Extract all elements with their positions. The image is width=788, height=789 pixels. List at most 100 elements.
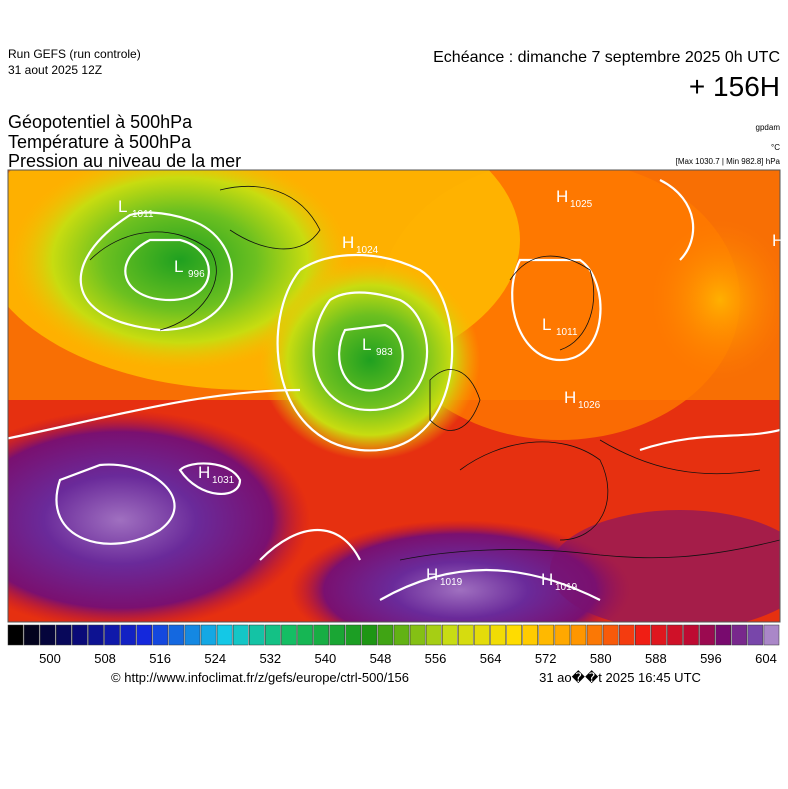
title-line: Température à 500hPa <box>8 132 192 152</box>
center-value: 1031 <box>212 475 235 486</box>
colorbar-label: 564 <box>480 651 502 666</box>
colorbar-cell <box>249 624 265 646</box>
colorbar-cell <box>120 624 136 646</box>
colorbar-cell <box>602 624 619 646</box>
colorbar-cell <box>651 624 667 646</box>
colorbar-cell <box>136 624 153 646</box>
colorbar-cell <box>56 624 72 646</box>
colorbar-cell <box>731 624 748 646</box>
title-line: Géopotentiel à 500hPa <box>8 112 193 132</box>
title-line: Pression au niveau de la mer <box>8 151 241 171</box>
center-letter: L <box>542 315 551 334</box>
colorbar-label: 596 <box>700 651 722 666</box>
colorbar-cell <box>152 624 169 646</box>
colorbar-cell <box>715 624 732 646</box>
colorbar-cell <box>345 624 362 646</box>
lead-time: + 156H <box>689 71 780 102</box>
colorbar-cell <box>39 624 56 646</box>
colorbar-cell <box>200 624 217 646</box>
colorbar-cell <box>184 624 201 646</box>
colorbar-cell <box>586 624 603 646</box>
colorbar: 500 508 516 524 532 540 548 556 564 572 580 588 596 6… <box>7 624 780 666</box>
colorbar-label: 516 <box>149 651 171 666</box>
colorbar-label: 508 <box>94 651 116 666</box>
unit-label: [Max 1030.7 | Min 982.8] hPa <box>676 157 781 166</box>
colorbar-cell <box>667 624 683 646</box>
center-letter: H <box>541 570 553 589</box>
center-letter: L <box>118 197 127 216</box>
unit-label: °C <box>771 143 780 152</box>
run-date: 31 aout 2025 12Z <box>8 63 102 77</box>
source-url: © http://www.infoclimat.fr/z/gefs/europe… <box>111 670 409 685</box>
colorbar-cell <box>281 624 297 646</box>
colorbar-cell <box>72 624 88 646</box>
center-value: 1011 <box>132 209 154 220</box>
colorbar-cell <box>409 624 426 646</box>
colorbar-label: 540 <box>315 651 337 666</box>
colorbar-cell <box>442 624 458 646</box>
colorbar-label: 548 <box>370 651 392 666</box>
center-letter: H <box>426 565 438 584</box>
colorbar-label: 500 <box>39 651 61 666</box>
colorbar-cell <box>393 624 410 646</box>
center-letter: H <box>342 233 354 252</box>
colorbar-cell <box>216 624 233 646</box>
run-label: Run GEFS (run controle) <box>8 47 141 61</box>
colorbar-cell <box>458 624 474 646</box>
colorbar-label: 572 <box>535 651 557 666</box>
colorbar-cell <box>538 624 555 646</box>
colorbar-cell <box>747 624 764 646</box>
colorbar-label: 588 <box>645 651 667 666</box>
colorbar-cell <box>474 624 490 646</box>
center-value: 1026 <box>578 400 601 411</box>
colorbar-cell <box>618 624 635 646</box>
colorbar-cell <box>361 624 378 646</box>
colorbar-cell <box>7 624 24 646</box>
map <box>8 170 780 622</box>
colorbar-cell <box>635 624 651 646</box>
colorbar-label: 556 <box>425 651 447 666</box>
colorbar-cell <box>168 624 185 646</box>
center-letter: H <box>556 187 568 206</box>
forecast-time: Echéance : dimanche 7 septembre 2025 0h … <box>433 49 780 66</box>
center-letter: H <box>564 388 576 407</box>
colorbar-cell <box>88 624 104 646</box>
colorbar-cell <box>490 624 506 646</box>
center-value: 996 <box>188 269 205 280</box>
center-value: 983 <box>376 347 393 358</box>
colorbar-label: 604 <box>755 651 777 666</box>
center-value: 1024 <box>356 245 379 256</box>
center-value: 1019 <box>555 582 578 593</box>
colorbar-cell <box>329 624 345 646</box>
colorbar-cell <box>232 624 249 646</box>
colorbar-cell <box>104 624 120 646</box>
center-value: 1011 <box>556 327 578 338</box>
center-letter: H <box>198 463 210 482</box>
colorbar-cell <box>377 624 394 646</box>
colorbar-cell <box>425 624 442 646</box>
center-letter: H <box>772 231 784 250</box>
colorbar-cell <box>23 624 40 646</box>
colorbar-cell <box>313 624 329 646</box>
colorbar-label: 580 <box>590 651 612 666</box>
center-value: 1025 <box>570 199 593 210</box>
colorbar-cell <box>554 624 571 646</box>
colorbar-label: 524 <box>204 651 226 666</box>
colorbar-cell <box>683 624 699 646</box>
center-letter: L <box>174 257 183 276</box>
colorbar-cell <box>265 624 281 646</box>
colorbar-cell <box>506 624 522 646</box>
colorbar-cell <box>699 624 715 646</box>
colorbar-cell <box>522 624 539 646</box>
unit-label: gpdam <box>756 123 781 132</box>
center-letter: L <box>362 335 371 354</box>
timestamp: 31 ao��t 2025 16:45 UTC <box>539 670 701 685</box>
center-value: 1019 <box>440 577 463 588</box>
colorbar-cell <box>763 624 780 646</box>
colorbar-cell <box>570 624 587 646</box>
colorbar-cell <box>297 624 313 646</box>
colorbar-label: 532 <box>259 651 281 666</box>
